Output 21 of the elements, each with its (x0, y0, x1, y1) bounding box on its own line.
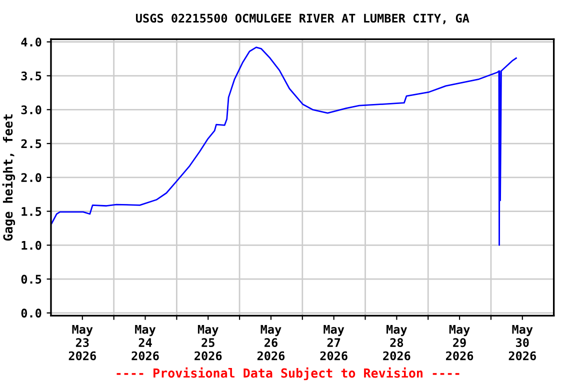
text: ---- Provisional Data Subject to Revision ---- (116, 367, 460, 380)
y-tick-label: 1.5 (22, 207, 42, 216)
y-tick-label: 2.5 (21, 139, 42, 148)
chart-title: USGS 02215500 OCMULGEE RIVER AT LUMBER CITY, GA (136, 14, 470, 24)
x-tick-label: May 28 2026 (383, 325, 410, 360)
y-tick-label: 3.0 (21, 105, 42, 114)
y-tick-label: 3.5 (21, 71, 42, 80)
x-tick-label: May 27 2026 (320, 325, 348, 360)
y-tick-label: 4.0 (21, 38, 42, 47)
x-tick-label: May 30 2026 (508, 325, 536, 360)
line-series (50, 46, 517, 246)
y-tick-label: 1.0 (22, 240, 42, 250)
y-tick-label: 2.0 (21, 173, 42, 182)
x-tick-label: May 23 2026 (68, 325, 96, 360)
y-tick-label: 0.0 (21, 308, 42, 318)
y-axis-title: Gage height, feet (2, 114, 16, 241)
x-tick-label: May 24 2026 (132, 325, 159, 360)
x-tick-label: May 26 2026 (257, 325, 285, 360)
y-tick-label: 0.5 (21, 274, 42, 284)
x-tick-label: May 29 2026 (446, 325, 474, 360)
x-tick-label: May 25 2026 (194, 325, 222, 360)
